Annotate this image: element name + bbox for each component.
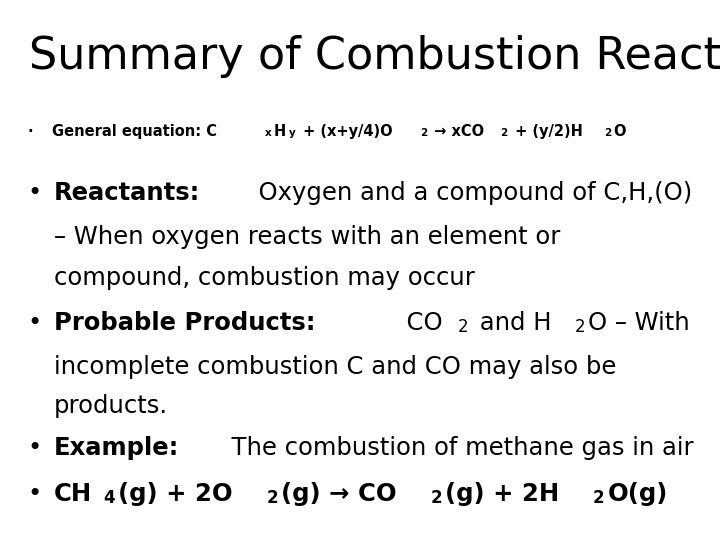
- Text: •: •: [27, 181, 42, 205]
- Text: + (y/2)H: + (y/2)H: [510, 124, 582, 139]
- Text: x: x: [265, 128, 271, 138]
- Text: ·: ·: [27, 124, 33, 139]
- Text: •: •: [27, 310, 42, 334]
- Text: → xCO: → xCO: [429, 124, 485, 139]
- Text: 2: 2: [420, 128, 427, 138]
- Text: 2: 2: [266, 489, 278, 507]
- Text: 2: 2: [593, 489, 605, 507]
- Text: 2: 2: [604, 128, 611, 138]
- Text: Reactants:: Reactants:: [54, 181, 200, 205]
- Text: (g) → CO: (g) → CO: [282, 482, 397, 505]
- Text: O(g): O(g): [608, 482, 668, 505]
- Text: 2: 2: [431, 489, 442, 507]
- Text: 2: 2: [458, 318, 469, 335]
- Text: 2: 2: [500, 128, 508, 138]
- Text: Summary of Combustion Reactions: Summary of Combustion Reactions: [29, 35, 720, 78]
- Text: Example:: Example:: [54, 436, 179, 460]
- Text: y: y: [289, 128, 296, 138]
- Text: – When oxygen reacts with an element or: – When oxygen reacts with an element or: [54, 225, 560, 249]
- Text: The combustion of methane gas in air: The combustion of methane gas in air: [216, 436, 693, 460]
- Text: compound, combustion may occur: compound, combustion may occur: [54, 266, 475, 289]
- Text: Oxygen and a compound of C,H,(O): Oxygen and a compound of C,H,(O): [243, 181, 692, 205]
- Text: 2: 2: [575, 318, 585, 335]
- Text: (g) + 2H: (g) + 2H: [446, 482, 559, 505]
- Text: •: •: [27, 482, 42, 505]
- Text: O: O: [613, 124, 626, 139]
- Text: CO: CO: [392, 310, 443, 334]
- Text: + (x+y/4)O: + (x+y/4)O: [298, 124, 392, 139]
- Text: 4: 4: [104, 489, 115, 507]
- Text: (g) + 2O: (g) + 2O: [118, 482, 233, 505]
- Text: products.: products.: [54, 394, 168, 418]
- Text: •: •: [27, 436, 42, 460]
- Text: and H: and H: [472, 310, 552, 334]
- Text: O – With: O – With: [588, 310, 690, 334]
- Text: Probable Products:: Probable Products:: [54, 310, 315, 334]
- Text: General equation: C: General equation: C: [52, 124, 217, 139]
- Text: CH: CH: [54, 482, 92, 505]
- Text: incomplete combustion C and CO may also be: incomplete combustion C and CO may also …: [54, 355, 616, 379]
- Text: H: H: [274, 124, 286, 139]
